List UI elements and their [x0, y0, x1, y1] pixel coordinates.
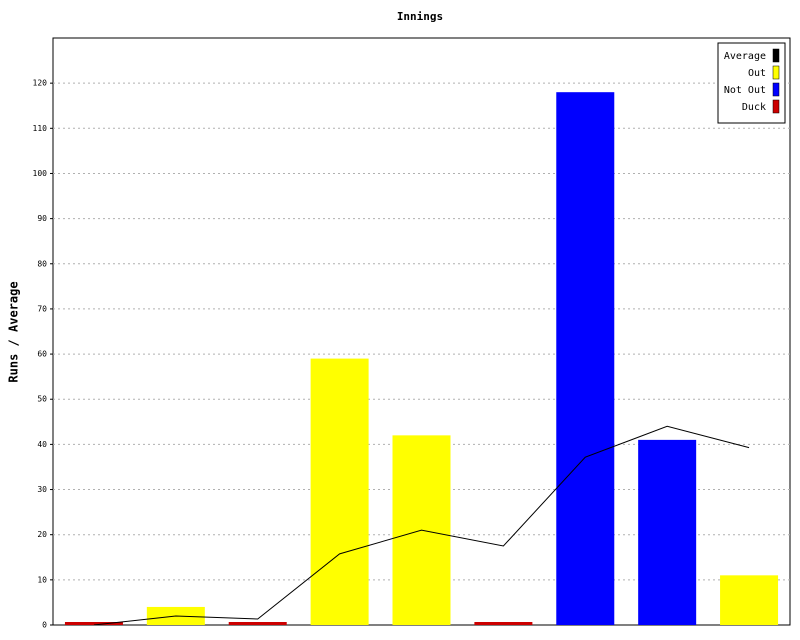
bar: [310, 358, 369, 625]
y-tick-label: 20: [37, 530, 47, 539]
y-tick-label: 100: [33, 169, 48, 178]
y-tick-label: 0: [42, 621, 47, 630]
legend-swatch: [772, 99, 780, 114]
bar: [638, 439, 697, 625]
y-tick-label: 80: [37, 259, 47, 268]
bar: [228, 622, 287, 625]
legend-swatch: [772, 65, 780, 80]
y-tick-label: 110: [33, 124, 48, 133]
legend-label: Out: [748, 68, 766, 79]
y-tick-label: 30: [37, 485, 47, 494]
legend-label: Not Out: [724, 85, 766, 96]
y-tick-label: 70: [37, 304, 47, 313]
y-tick-label: 60: [37, 350, 47, 359]
legend-label: Average: [724, 51, 766, 62]
y-tick-label: 90: [37, 214, 47, 223]
y-tick-label: 40: [37, 440, 47, 449]
legend-label: Duck: [742, 102, 766, 113]
legend-swatch: [772, 48, 780, 63]
bar: [64, 622, 123, 625]
average-line: [93, 425, 750, 626]
chart-title: Innings: [397, 10, 443, 23]
bar: [720, 575, 779, 625]
y-axis-label: Runs / Average: [7, 281, 21, 382]
y-tick-label: 10: [37, 575, 47, 584]
legend-swatch: [772, 82, 780, 97]
y-tick-label: 50: [37, 395, 47, 404]
y-tick-label: 120: [33, 79, 48, 88]
bar: [474, 622, 533, 625]
bar: [556, 92, 615, 625]
